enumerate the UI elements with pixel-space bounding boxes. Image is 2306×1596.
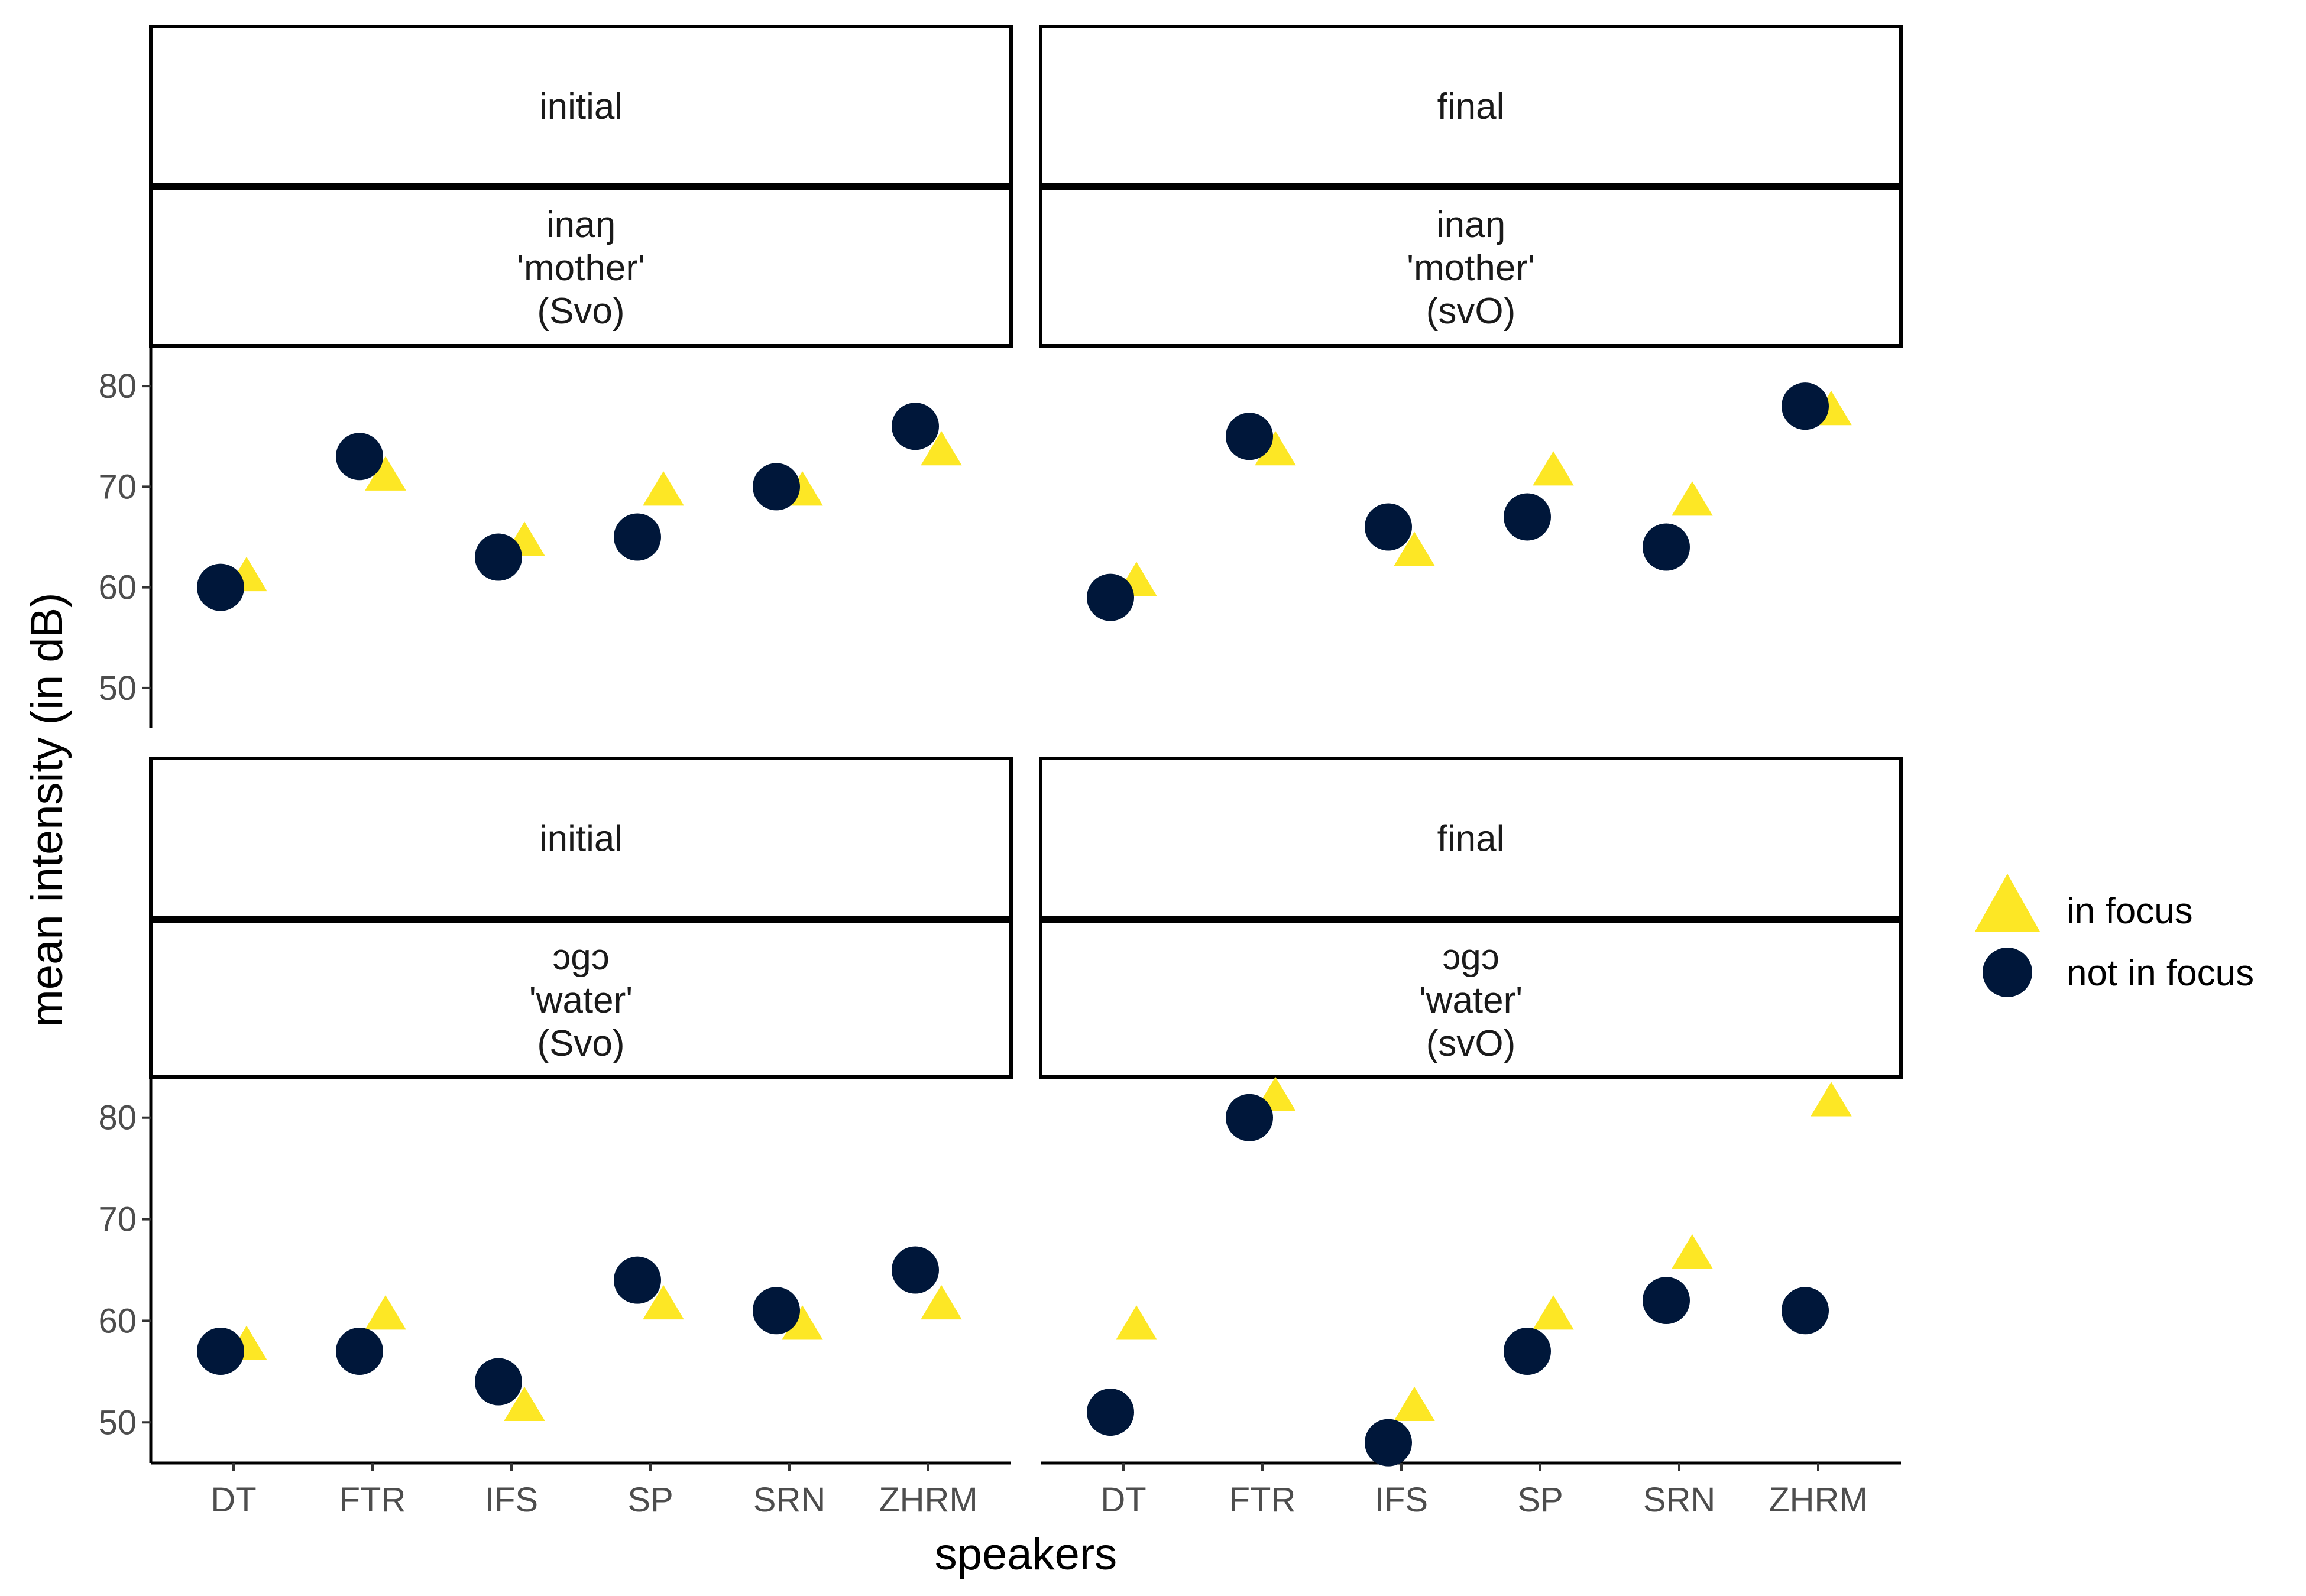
point-not-in-focus-ifs bbox=[475, 533, 522, 581]
y-tick-label: 60 bbox=[98, 569, 137, 607]
point-not-in-focus-srn bbox=[1643, 1277, 1690, 1325]
facet-strip-bottom bbox=[149, 919, 1013, 1079]
point-not-in-focus-ftr bbox=[1226, 1094, 1273, 1141]
y-tick-label: 80 bbox=[98, 367, 137, 406]
point-not-in-focus-srn bbox=[1643, 523, 1690, 571]
facet-strip-top bbox=[149, 25, 1013, 187]
point-not-in-focus-zhrm bbox=[892, 1246, 939, 1294]
point-not-in-focus-ftr bbox=[336, 433, 383, 481]
point-in-focus-srn bbox=[1672, 481, 1713, 516]
facet-strip-bottom-label: 'mother' bbox=[517, 248, 645, 288]
point-not-in-focus-dt bbox=[1087, 573, 1134, 621]
facet-strip-top bbox=[1039, 25, 1903, 187]
point-in-focus-zhrm bbox=[921, 1284, 962, 1320]
facet-strip-bottom-label: (Svo) bbox=[537, 1023, 624, 1064]
x-tick-label: FTR bbox=[1229, 1481, 1296, 1519]
facet-strip-bottom-label: (svO) bbox=[1426, 291, 1516, 332]
point-not-in-focus-srn bbox=[753, 1287, 800, 1335]
point-not-in-focus-sp bbox=[614, 513, 661, 561]
y-tick-label: 70 bbox=[98, 468, 137, 506]
point-not-in-focus-zhrm bbox=[1782, 1287, 1829, 1335]
x-tick-label: SRN bbox=[1643, 1481, 1715, 1519]
x-tick-label: SRN bbox=[753, 1481, 825, 1519]
point-in-focus-sp bbox=[1533, 1295, 1574, 1330]
y-tick-label: 50 bbox=[98, 669, 137, 708]
point-in-focus-srn bbox=[782, 1305, 823, 1340]
point-in-focus-ftr bbox=[365, 1295, 406, 1330]
x-tick-label: IFS bbox=[485, 1481, 538, 1519]
legend-circle-icon bbox=[1983, 948, 2032, 997]
facet-strip-bottom-label: ɔgɔ bbox=[1442, 937, 1499, 978]
point-not-in-focus-sp bbox=[1504, 493, 1551, 541]
y-axis-title: mean intensity (in dB) bbox=[22, 593, 72, 1027]
point-not-in-focus-ftr bbox=[1226, 413, 1273, 460]
x-tick-label: DT bbox=[1100, 1481, 1146, 1519]
facet-strip-bottom-label: 'water' bbox=[529, 980, 633, 1021]
point-in-focus-ifs bbox=[1394, 531, 1435, 566]
facet-strip-top-label: final bbox=[1437, 86, 1505, 127]
point-not-in-focus-dt bbox=[197, 1327, 244, 1375]
facet-strip-bottom bbox=[1039, 187, 1903, 348]
facet-strip-bottom-label: (Svo) bbox=[537, 291, 624, 332]
x-tick-label: FTR bbox=[339, 1481, 406, 1519]
y-tick-label: 80 bbox=[98, 1099, 137, 1137]
legend-label: not in focus bbox=[2067, 953, 2254, 994]
facet-strip-top-label: final bbox=[1437, 819, 1505, 859]
facet-strip-bottom bbox=[1039, 919, 1903, 1079]
point-not-in-focus-sp bbox=[614, 1256, 661, 1304]
point-in-focus-ifs bbox=[1394, 1386, 1435, 1422]
facet-strip-bottom bbox=[149, 187, 1013, 348]
y-tick-label: 60 bbox=[98, 1302, 137, 1340]
facet-strip-top-label: initial bbox=[539, 86, 623, 127]
x-tick-label: SP bbox=[627, 1481, 673, 1519]
point-not-in-focus-ftr bbox=[336, 1327, 383, 1375]
facet-strip-bottom-label: inaŋ bbox=[546, 205, 616, 245]
x-tick-label: IFS bbox=[1375, 1481, 1428, 1519]
point-not-in-focus-sp bbox=[1504, 1327, 1551, 1375]
y-tick-label: 70 bbox=[98, 1201, 137, 1239]
point-not-in-focus-dt bbox=[197, 563, 244, 611]
point-not-in-focus-ifs bbox=[475, 1358, 522, 1406]
point-not-in-focus-zhrm bbox=[1782, 382, 1829, 430]
point-in-focus-sp bbox=[1533, 451, 1574, 486]
x-axis-title: speakers bbox=[935, 1529, 1117, 1579]
x-tick-label: ZHRM bbox=[1769, 1481, 1868, 1519]
point-in-focus-sp bbox=[643, 471, 684, 506]
point-in-focus-ftr bbox=[1255, 431, 1296, 466]
point-not-in-focus-ifs bbox=[1365, 503, 1412, 551]
x-tick-label: DT bbox=[210, 1481, 256, 1519]
facet-strip-top bbox=[1039, 757, 1903, 919]
facet-strip-bottom-label: 'mother' bbox=[1407, 248, 1535, 288]
facet-strip-bottom-label: ɔgɔ bbox=[552, 937, 609, 978]
point-in-focus-ftr bbox=[365, 456, 406, 491]
facet-strip-bottom-label: (svO) bbox=[1426, 1023, 1516, 1064]
x-tick-label: ZHRM bbox=[879, 1481, 978, 1519]
point-in-focus-ifs bbox=[504, 1386, 545, 1422]
point-in-focus-sp bbox=[643, 1284, 684, 1320]
point-in-focus-srn bbox=[1672, 1234, 1713, 1269]
point-not-in-focus-srn bbox=[753, 463, 800, 511]
y-tick-label: 50 bbox=[98, 1403, 137, 1442]
point-not-in-focus-dt bbox=[1087, 1389, 1134, 1436]
point-not-in-focus-zhrm bbox=[892, 403, 939, 450]
facet-strip-bottom-label: inaŋ bbox=[1436, 205, 1505, 245]
facet-strip-bottom-label: 'water' bbox=[1419, 980, 1523, 1021]
point-in-focus-dt bbox=[1116, 1305, 1157, 1340]
facet-strip-top bbox=[149, 757, 1013, 919]
facet-strip-top-label: initial bbox=[539, 819, 623, 859]
point-not-in-focus-ifs bbox=[1365, 1419, 1412, 1467]
legend-label: in focus bbox=[2067, 891, 2193, 932]
point-in-focus-zhrm bbox=[1811, 1082, 1852, 1117]
legend-triangle-icon bbox=[1975, 874, 2040, 932]
x-tick-label: SP bbox=[1517, 1481, 1563, 1519]
point-in-focus-zhrm bbox=[921, 431, 962, 466]
